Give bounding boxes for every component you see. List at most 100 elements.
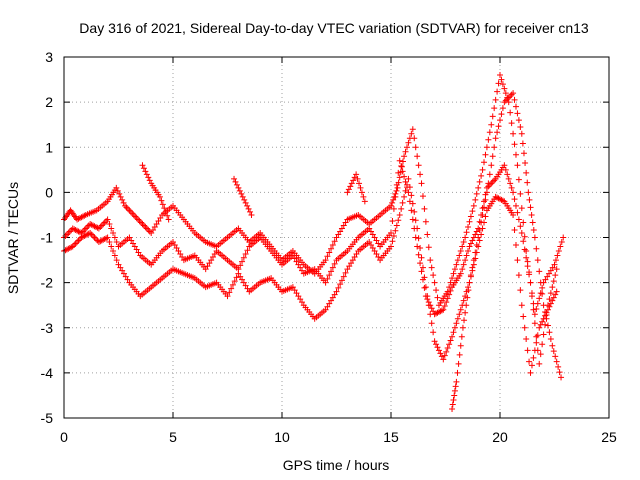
data-point (464, 294, 471, 301)
data-point (537, 290, 544, 297)
data-point (523, 248, 530, 255)
data-point (526, 271, 533, 278)
data-point (113, 184, 120, 191)
data-point (555, 363, 562, 370)
y-tick-label: 1 (45, 139, 53, 155)
data-point (494, 129, 501, 136)
data-point (119, 196, 126, 203)
data-point (470, 202, 477, 209)
data-point (135, 216, 142, 223)
data-point (242, 282, 249, 289)
data-point (498, 111, 505, 118)
data-point (536, 295, 543, 302)
data-point (62, 232, 69, 239)
data-point (119, 267, 126, 274)
data-point (159, 201, 166, 208)
data-point (170, 239, 176, 246)
data-point (157, 214, 164, 221)
data-point (510, 189, 517, 196)
data-point (539, 341, 546, 348)
data-point (322, 279, 329, 286)
data-point (127, 208, 134, 215)
data-point (520, 219, 527, 226)
data-point (460, 261, 467, 268)
data-point (449, 333, 456, 340)
data-point (402, 178, 409, 185)
data-point (533, 245, 540, 252)
data-point (531, 311, 538, 318)
data-point (526, 196, 533, 203)
data-point (447, 337, 454, 344)
data-point (473, 242, 480, 249)
data-point (446, 291, 453, 298)
data-point (143, 171, 150, 178)
data-point (153, 220, 160, 227)
data-point (388, 243, 394, 250)
data-point (171, 242, 178, 249)
data-point (488, 162, 495, 169)
data-point (478, 231, 485, 238)
data-point (81, 212, 88, 219)
data-point (481, 198, 488, 205)
data-point (527, 369, 534, 376)
data-point (414, 153, 421, 160)
data-point (238, 190, 245, 197)
data-point (540, 331, 547, 338)
data-point (402, 148, 409, 155)
data-point (326, 272, 333, 279)
data-point (469, 208, 476, 215)
data-point (433, 287, 440, 294)
data-point (329, 294, 336, 301)
data-point (239, 276, 246, 283)
data-point (551, 261, 558, 268)
data-point (389, 199, 396, 206)
data-point (510, 130, 517, 137)
data-point (507, 180, 514, 187)
data-point (555, 248, 562, 255)
data-point (497, 72, 503, 79)
y-tick-label: 3 (45, 49, 53, 65)
data-point (481, 204, 488, 211)
data-point (520, 238, 527, 245)
data-point (454, 257, 461, 264)
data-point (501, 85, 508, 92)
data-point (472, 231, 479, 238)
data-point (427, 257, 434, 264)
data-point (449, 405, 456, 412)
data-point (177, 251, 184, 258)
data-point (518, 130, 525, 137)
data-point (412, 234, 419, 241)
data-point (405, 189, 412, 196)
data-point (126, 207, 133, 214)
data-point (326, 249, 333, 256)
data-point (202, 266, 209, 273)
data-point (63, 231, 70, 238)
data-point (418, 180, 425, 187)
data-point (514, 257, 521, 264)
data-point (148, 229, 155, 236)
data-point (415, 251, 422, 258)
data-point (463, 252, 470, 259)
data-point (354, 175, 361, 182)
data-point (402, 187, 409, 194)
data-point (324, 303, 331, 310)
data-point (237, 273, 244, 280)
data-point (79, 228, 86, 235)
data-point (392, 227, 399, 234)
data-point (389, 217, 396, 224)
data-point (247, 208, 254, 215)
data-point (342, 219, 349, 226)
y-tick-label: -1 (41, 230, 54, 246)
data-point (124, 205, 131, 212)
data-point (239, 193, 246, 200)
data-point (328, 245, 335, 252)
data-point (472, 196, 479, 203)
data-point (244, 247, 251, 254)
data-point (421, 284, 428, 291)
data-point (462, 309, 469, 316)
data-point (505, 175, 512, 182)
data-point (539, 290, 546, 297)
data-point (140, 222, 147, 229)
data-point (335, 284, 342, 291)
